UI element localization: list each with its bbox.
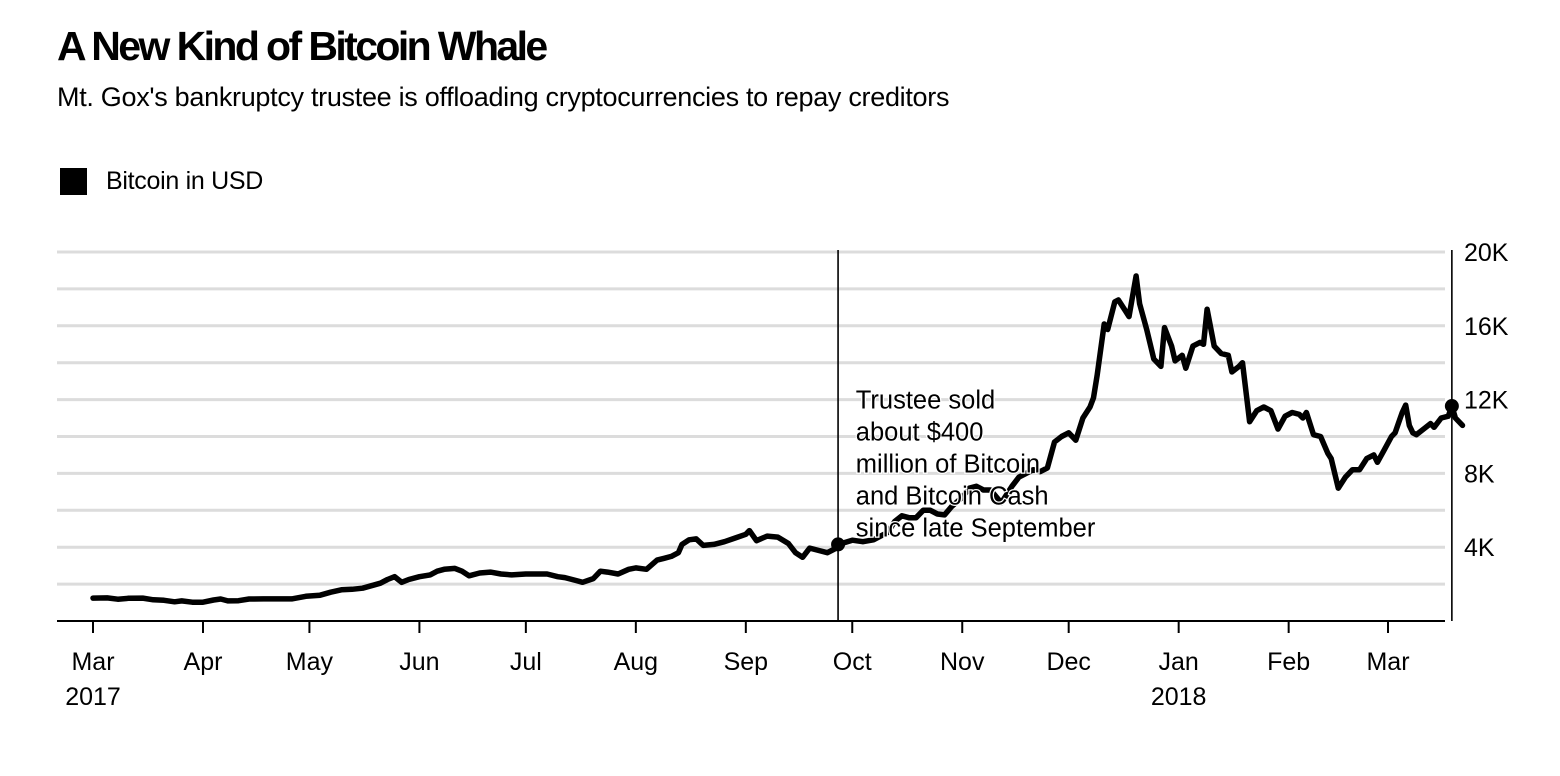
annotation-group: Trustee sold about $400 million of Bitcoin… [855,385,1098,543]
annotation-line-4: since late September [856,515,1096,543]
y-tick-label-12K: 12K [1464,387,1509,415]
annotation-line-3: and Bitcoin Cash [856,483,1049,511]
x-tick-year-2018: 2018 [1151,683,1207,711]
chart-subtitle: Mt. Gox's bankruptcy trustee is offloadi… [57,82,950,112]
x-tick-label-oct: Oct [833,648,872,676]
x-tick-label-apr: Apr [184,648,223,676]
x-tick-label-aug: Aug [614,648,658,676]
y-axis: 4K 8K 12K 16K 20K [1464,239,1509,562]
grid-lines [57,250,1445,586]
x-tick-label-nov: Nov [940,648,985,676]
x-tick-label-feb: Feb [1267,648,1310,676]
y-tick-label-4K: 4K [1464,534,1495,562]
y-tick-label-8K: 8K [1464,460,1495,488]
y-tick-label-16K: 16K [1464,313,1509,341]
annotation-line-1: about $400 [856,419,984,447]
x-tick-label-jun: Jun [399,648,439,676]
marker-dot-1 [1444,399,1459,414]
markers-group [831,399,1459,552]
x-tick-label-jan: Jan [1159,648,1199,676]
x-tick-label-mar: Mar [71,648,114,676]
annotation-line-2: million of Bitcoin [856,451,1040,479]
annotation-line-0: Trustee sold [856,387,995,415]
x-tick-label-dec: Dec [1046,648,1090,676]
legend-label-bitcoin: Bitcoin in USD [106,167,263,195]
series-line-bitcoin-usd [90,273,1466,605]
x-tick-label-mar: Mar [1366,648,1409,676]
x-tick-year-2017: 2017 [65,683,121,711]
x-tick-label-jul: Jul [510,648,542,676]
legend-swatch-bitcoin [60,167,87,195]
x-tick-label-may: May [286,648,334,676]
reference-lines [837,250,1453,621]
x-axis: Mar 2017 Apr May Jun Jul Aug Sep Oct Nov Dec Jan 201… [57,620,1445,711]
marker-dot-0 [831,537,846,552]
legend: Bitcoin in USD [60,166,263,196]
y-tick-label-20K: 20K [1464,239,1509,267]
series-group [90,273,1466,605]
x-tick-label-sep: Sep [724,648,768,676]
chart-title: A New Kind of Bitcoin Whale [57,23,548,69]
